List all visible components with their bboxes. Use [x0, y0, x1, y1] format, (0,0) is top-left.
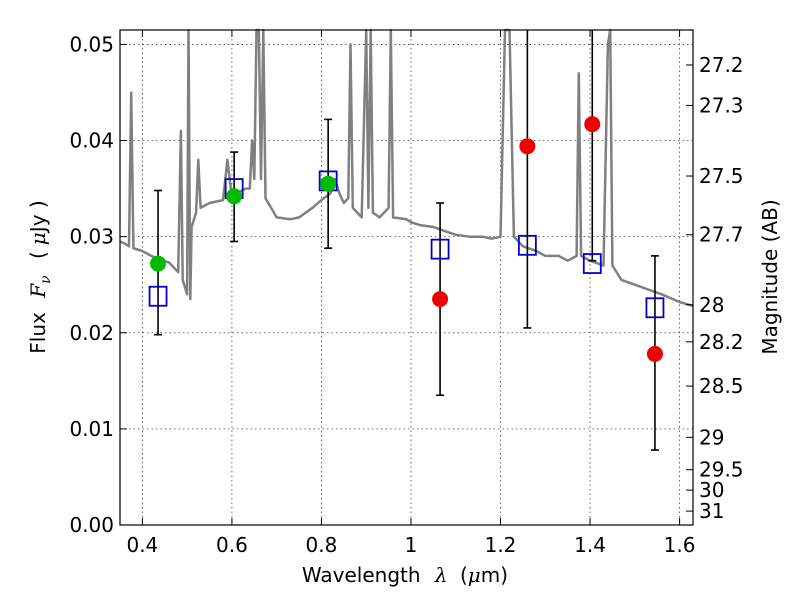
- red-data-point: [432, 291, 449, 308]
- markers-layer: [148, 116, 665, 362]
- green-data-point: [226, 188, 243, 205]
- y-tick-label: 0.04: [69, 129, 114, 153]
- magnitude-tick-label: 29.5: [699, 458, 744, 482]
- x-axis-label-unit-symbol: μ: [468, 563, 481, 587]
- magnitude-tick-label: 27.5: [699, 164, 744, 188]
- magnitude-tick-label: 31: [699, 499, 724, 523]
- y-axis-label-text: Flux: [26, 312, 50, 354]
- magnitude-axis-label: Magnitude (AB): [758, 199, 782, 354]
- green-data-point: [150, 255, 167, 272]
- model-square-marker: [430, 238, 450, 260]
- magnitude-tick-label: 28.5: [699, 374, 744, 398]
- magnitude-tick-label: 28.2: [699, 330, 744, 354]
- magnitude-tick-label: 28: [699, 293, 724, 317]
- magnitude-tick-label: 29: [699, 425, 724, 449]
- y-axis-label: Flux Fν ( μJy ): [26, 200, 55, 353]
- x-tick-label: 1: [405, 533, 418, 557]
- red-data-point: [584, 116, 601, 133]
- spectrum-layer: [119, 28, 694, 308]
- y-tick-label: 0.00: [69, 513, 114, 537]
- model-square-marker: [582, 253, 602, 274]
- red-data-point: [646, 345, 663, 362]
- y-axis-label-symbol: F: [26, 283, 50, 299]
- y-axis-label-unit-open: (: [26, 251, 50, 259]
- x-tick-label: 1.6: [664, 533, 696, 557]
- y-tick-label: 0.05: [69, 32, 114, 56]
- y-axis-label-unit-close: Jy ): [26, 200, 50, 234]
- x-axis-label-unit-close: m): [481, 563, 508, 587]
- x-axis-label: Wavelength λ (μm): [302, 563, 508, 587]
- x-axis-label-unit-open: (: [460, 563, 468, 587]
- model-square-marker: [148, 285, 168, 307]
- magnitude-tick-label: 27.7: [699, 223, 744, 247]
- y-axis-label-subscript: ν: [38, 275, 54, 284]
- y-ticks: 0.00 0.01 0.02 0.03 0.04 0.05: [69, 32, 127, 537]
- model-square-marker: [517, 234, 537, 256]
- magnitude-tick-label: 30: [699, 478, 724, 502]
- x-tick-label: 0.6: [216, 533, 248, 557]
- magnitude-tick-label: 27.3: [699, 93, 744, 117]
- x-axis-label-text: Wavelength: [302, 563, 421, 587]
- red-data-point: [519, 138, 536, 155]
- x-tick-label: 1.4: [574, 533, 606, 557]
- x-tick-label: 0.8: [306, 533, 338, 557]
- x-axis-label-symbol: λ: [434, 563, 448, 587]
- plot-frame: [119, 29, 694, 526]
- x-tick-label: 0.4: [126, 533, 158, 557]
- spectrum-line: [119, 28, 694, 308]
- error-bars-layer: [154, 30, 659, 451]
- model-square-marker: [645, 297, 665, 319]
- x-ticks: 0.4 0.6 0.8 1 1.2 1.4 1.6: [126, 30, 695, 557]
- magnitude-tick-label: 27.2: [699, 53, 744, 77]
- y-axis-label-unit-symbol: μ: [26, 232, 50, 245]
- y-tick-label: 0.02: [69, 321, 114, 345]
- x-tick-label: 1.2: [485, 533, 517, 557]
- y-tick-label: 0.03: [69, 225, 114, 249]
- y-tick-label: 0.01: [69, 417, 114, 441]
- green-data-point: [320, 175, 337, 192]
